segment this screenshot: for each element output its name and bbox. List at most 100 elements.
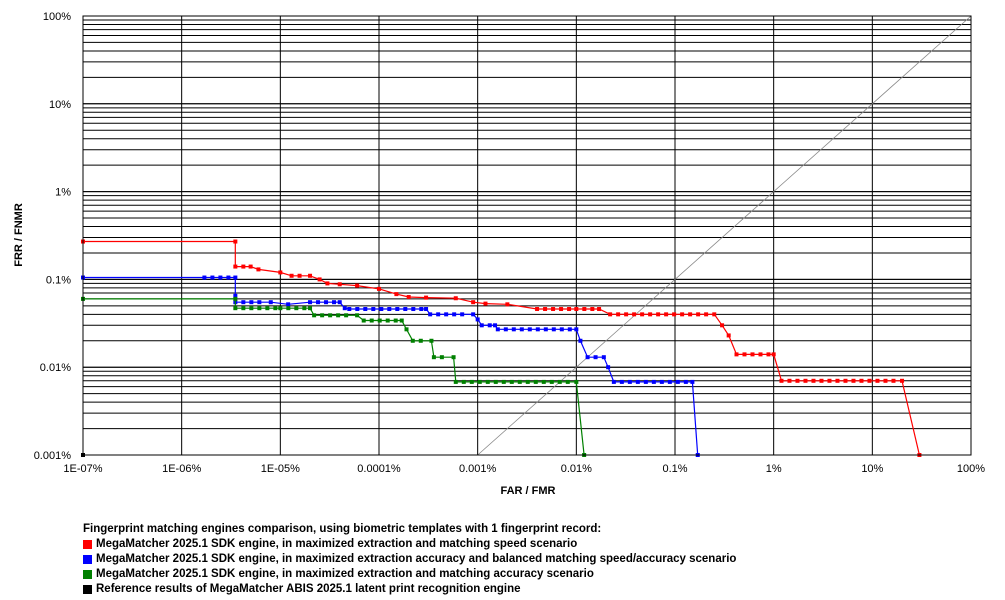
series-layer <box>81 239 922 457</box>
series-point <box>533 379 538 384</box>
series-point <box>411 307 416 312</box>
series-point <box>656 312 661 317</box>
x-axis-title: FAR / FMR <box>501 485 556 497</box>
series-point <box>803 378 808 383</box>
series-point <box>286 302 291 307</box>
series-point <box>395 307 400 312</box>
series-point <box>608 312 613 317</box>
series-point <box>875 378 880 383</box>
legend-swatch-balanced <box>83 555 92 564</box>
series-point <box>712 312 717 317</box>
series-point <box>289 273 294 278</box>
y-tick-label: 10% <box>49 99 71 111</box>
series-point <box>624 312 629 317</box>
series-point <box>720 323 725 328</box>
series-point <box>611 379 616 384</box>
series-line <box>83 240 920 456</box>
series-point <box>690 379 695 384</box>
x-tick-label: 0.001% <box>459 463 497 475</box>
y-tick-label: 100% <box>43 11 71 23</box>
x-tick-label: 1E-07% <box>63 463 102 475</box>
series-point <box>248 264 253 269</box>
series-point <box>337 300 342 305</box>
series-point <box>811 378 816 383</box>
series-point <box>249 300 254 305</box>
x-tick-label: 0.0001% <box>357 463 401 475</box>
series-point <box>593 355 598 360</box>
series-point <box>431 355 436 360</box>
series-point <box>648 312 653 317</box>
series-point <box>495 327 500 332</box>
series-point <box>582 307 587 312</box>
series-point <box>680 312 685 317</box>
series-point <box>843 378 848 383</box>
series-point <box>344 313 349 318</box>
series-point <box>316 300 321 305</box>
series-point <box>233 306 238 311</box>
series-point <box>551 307 556 312</box>
legend-title: Fingerprint matching engines comparison,… <box>83 523 602 535</box>
series-point <box>664 312 669 317</box>
series-point <box>535 307 540 312</box>
series-point <box>900 378 905 383</box>
series-point <box>475 317 480 322</box>
series-point <box>424 307 429 312</box>
series-point <box>469 379 474 384</box>
series-point <box>487 323 492 328</box>
series-point <box>453 379 458 384</box>
series-point <box>651 379 656 384</box>
series-point <box>418 338 423 343</box>
series-point <box>616 312 621 317</box>
series-point <box>479 323 484 328</box>
series-point <box>328 313 333 318</box>
series-point <box>688 312 693 317</box>
legend-item-reference: Reference results of MegaMatcher ABIS 20… <box>83 582 736 597</box>
series-point <box>471 300 476 305</box>
series-point <box>241 300 246 305</box>
series-point <box>286 306 291 311</box>
series-point <box>336 313 341 318</box>
series-point <box>233 293 238 298</box>
series-point <box>483 301 488 306</box>
series-point <box>394 292 399 297</box>
series-point <box>505 302 510 307</box>
legend-swatch-reference <box>83 585 92 594</box>
series-0 <box>81 239 922 457</box>
series-1 <box>81 275 700 457</box>
legend-label-accuracy: MegaMatcher 2025.1 SDK engine, in maximi… <box>96 568 594 580</box>
series-point <box>355 307 360 312</box>
series-point <box>439 355 444 360</box>
series-point <box>233 296 238 301</box>
series-point <box>471 312 476 317</box>
legend-label-speed: MegaMatcher 2025.1 SDK engine, in maximi… <box>96 538 578 550</box>
series-point <box>302 306 307 311</box>
series-point <box>541 379 546 384</box>
series-point <box>574 307 579 312</box>
series-point <box>428 312 433 317</box>
legend-label-reference: Reference results of MegaMatcher ABIS 20… <box>96 583 521 595</box>
series-point <box>519 327 524 332</box>
series-point <box>535 327 540 332</box>
series-point <box>387 307 392 312</box>
series-point <box>278 270 283 275</box>
series-point <box>249 306 254 311</box>
series-point <box>355 283 360 288</box>
series-point <box>493 323 498 328</box>
series-point <box>632 312 637 317</box>
series-point <box>410 338 415 343</box>
series-point <box>819 378 824 383</box>
series-point <box>369 318 374 323</box>
series-point <box>672 312 677 317</box>
series-point <box>342 306 347 311</box>
series-point <box>891 378 896 383</box>
reference-diagonal-line <box>477 15 972 456</box>
series-point <box>337 282 342 287</box>
series-point <box>742 352 747 357</box>
series-point <box>308 273 313 278</box>
series-point <box>559 307 564 312</box>
series-point <box>493 379 498 384</box>
series-point <box>419 307 424 312</box>
series-point <box>601 355 606 360</box>
series-point <box>619 379 624 384</box>
series-point <box>509 379 514 384</box>
